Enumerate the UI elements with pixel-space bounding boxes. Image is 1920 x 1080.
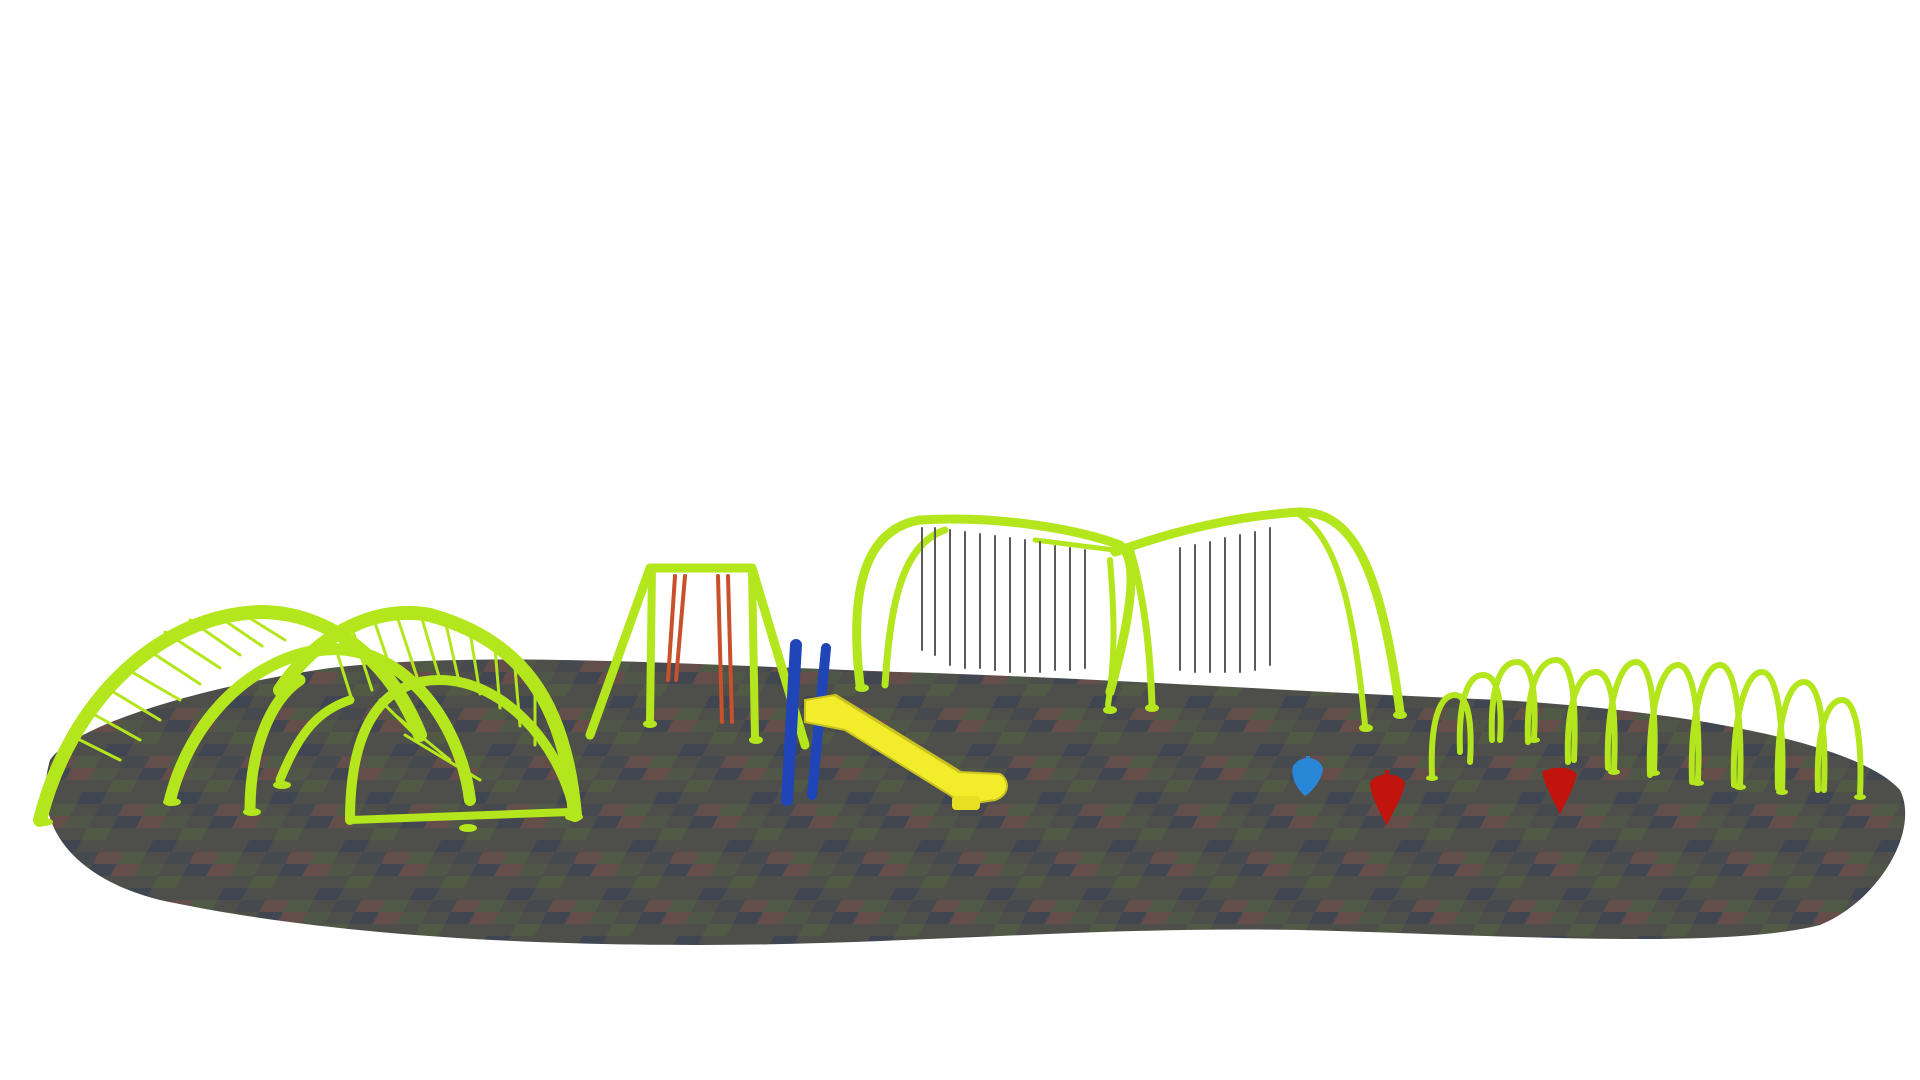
swing-chains-set xyxy=(921,527,1271,673)
dome-climber-arches xyxy=(33,605,583,832)
yellow-slide xyxy=(804,693,1008,807)
arch-inner-2 xyxy=(275,695,355,785)
single-swing-frame xyxy=(585,563,810,750)
arch-back-left xyxy=(33,605,427,827)
slide-structure xyxy=(781,639,1008,810)
arch-back-right xyxy=(273,605,582,822)
spring-rider-red-2 xyxy=(1542,767,1577,814)
climber-rungs xyxy=(78,608,537,782)
arch-inner-1 xyxy=(244,674,306,816)
spring-rider-blue xyxy=(1292,757,1323,796)
climber-feet xyxy=(35,781,583,832)
swing-chains xyxy=(666,574,734,724)
blue-pole-left xyxy=(781,639,802,806)
loop-arch-row xyxy=(1426,656,1866,800)
slide-foot xyxy=(952,796,980,810)
double-swing-frame xyxy=(852,507,1407,732)
spring-riders xyxy=(1292,756,1577,826)
base-rail xyxy=(346,808,574,824)
spring-rider-red-1 xyxy=(1370,774,1405,826)
